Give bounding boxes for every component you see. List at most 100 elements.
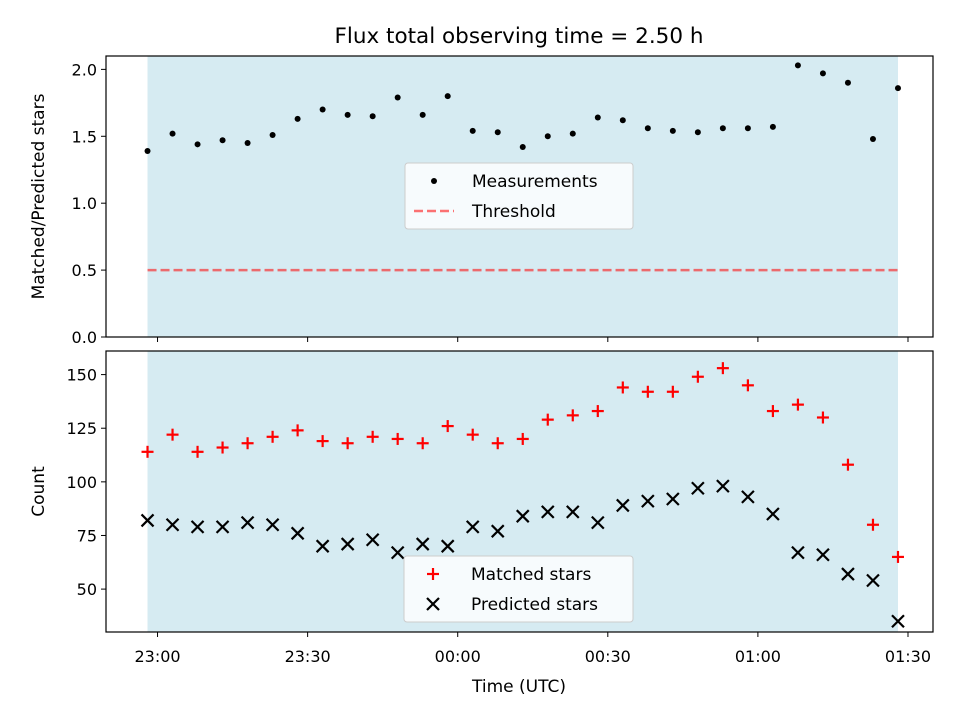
predicted-star-point — [616, 498, 630, 513]
measurement-point — [844, 79, 851, 86]
matched-star-point — [166, 428, 179, 441]
predicted-star-point — [290, 526, 305, 541]
matched-star-point — [866, 518, 879, 531]
predicted-star-point — [215, 520, 230, 534]
legend-box — [403, 555, 634, 623]
predicted-star-point — [741, 490, 755, 504]
x-tick-label: 00:30 — [585, 647, 631, 666]
predicted-star-point — [240, 515, 255, 530]
x-tick-label: 23:30 — [285, 647, 331, 666]
y-tick-label: 1.0 — [72, 194, 97, 213]
predicted-star-point — [791, 545, 805, 560]
legend-box — [404, 162, 634, 230]
predicted-star-point — [641, 494, 655, 508]
measurement-point — [869, 135, 876, 142]
predicted-star-point — [716, 479, 730, 493]
predicted-star-point — [140, 513, 155, 528]
matched-star-point — [741, 379, 754, 392]
predicted-star-point — [265, 517, 280, 532]
matched-star-point — [816, 411, 829, 424]
matched-star-point — [691, 370, 704, 383]
y-axis-label: Matched/Predicted stars — [29, 93, 49, 299]
x-tick-label: 01:30 — [885, 647, 931, 666]
matched-star-point — [391, 432, 404, 445]
matched-star-point — [641, 385, 654, 398]
measurement-point — [444, 93, 451, 100]
matched-star-point — [491, 437, 504, 450]
measurement-point — [544, 133, 551, 140]
matched-star-point — [716, 362, 729, 375]
measurement-point — [744, 125, 751, 132]
matched-star-point — [316, 435, 329, 448]
measurement-point — [219, 137, 226, 144]
legend-matched-swatch — [427, 568, 439, 580]
predicted-star-point — [440, 539, 455, 553]
measurement-point — [794, 62, 801, 69]
predicted-star-point — [465, 520, 480, 534]
matched-star-point — [341, 437, 354, 450]
matched-star-point — [891, 550, 904, 563]
predicted-star-point — [365, 532, 380, 547]
matched-star-point — [666, 385, 679, 398]
measurement-point — [469, 127, 476, 134]
measurement-point — [569, 130, 576, 137]
predicted-star-point — [190, 520, 205, 534]
matched-star-point — [541, 413, 554, 426]
y-tick-label: 50 — [77, 580, 97, 599]
measurement-point — [294, 115, 301, 122]
measurement-point — [344, 111, 351, 118]
predicted-star-point — [540, 505, 555, 519]
legend-label: Matched stars — [471, 565, 591, 585]
matched-star-point — [191, 445, 204, 458]
y-tick-label: 0.5 — [72, 261, 97, 280]
measurement-point — [319, 106, 326, 113]
predicted-star-point — [340, 537, 355, 551]
measurement-point — [369, 113, 376, 120]
measurement-point — [644, 125, 651, 132]
matched-star-point — [566, 409, 579, 422]
predicted-star-point — [490, 524, 505, 538]
predicted-star-point — [891, 614, 905, 629]
measurement-point — [194, 141, 201, 148]
predicted-star-point — [866, 573, 880, 588]
legend-label: Predicted stars — [471, 595, 598, 615]
axes-frame — [105, 350, 934, 633]
matched-star-point — [791, 398, 804, 411]
measurement-point — [169, 130, 176, 137]
x-axis-label: Time (UTC) — [471, 677, 566, 697]
matched-star-point — [366, 430, 379, 443]
measurement-point — [894, 85, 901, 92]
measurement-point — [244, 139, 251, 146]
chart-title: Flux total observing time = 2.50 h — [335, 24, 704, 49]
legend: Matched stars Predicted stars — [403, 555, 634, 623]
measurement-point — [144, 148, 151, 155]
matched-star-point — [441, 420, 454, 433]
matched-star-point — [416, 437, 429, 450]
measurement-point — [269, 131, 276, 138]
legend-measurement-swatch — [431, 178, 437, 184]
matched-star-point — [616, 381, 629, 394]
matched-star-point — [766, 405, 779, 418]
matched-star-point — [241, 437, 254, 450]
matched-star-point — [266, 430, 279, 443]
measurement-point — [769, 123, 776, 130]
predicted-star-point — [165, 517, 180, 532]
legend-predicted-swatch — [426, 597, 440, 611]
y-tick-label: 125 — [66, 419, 97, 438]
measurement-point — [494, 129, 501, 136]
predicted-star-point — [390, 545, 405, 560]
predicted-star-point — [766, 507, 780, 521]
legend-label: Measurements — [472, 172, 598, 192]
legend-label: Threshold — [471, 202, 556, 222]
y-tick-label: 2.0 — [72, 60, 97, 79]
predicted-star-point — [566, 505, 580, 519]
top-panel: 0.0 0.5 1.0 1.5 2.0 Matched/Predicted stars Me… — [29, 55, 934, 347]
y-tick-label: 150 — [66, 366, 97, 385]
predicted-star-point — [415, 537, 430, 551]
predicted-star-point — [591, 515, 605, 530]
measurement-point — [719, 125, 726, 132]
matched-star-point — [216, 441, 229, 454]
predicted-star-point — [666, 492, 680, 506]
matched-star-point — [516, 432, 529, 445]
measurement-point — [394, 94, 401, 101]
